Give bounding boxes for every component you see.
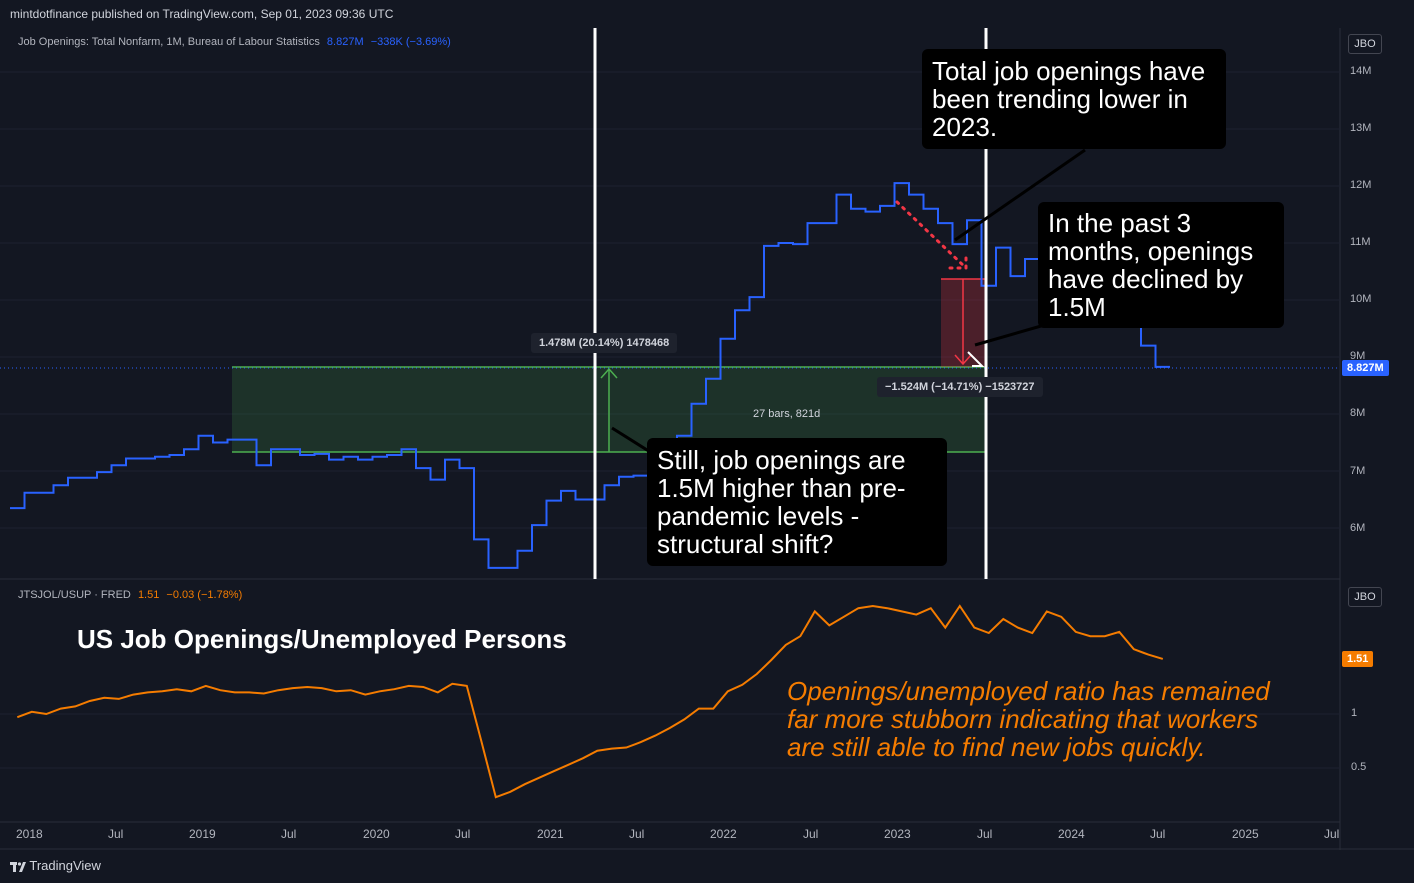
published-text: mintdotfinance published on TradingView.… [10,7,394,21]
x-tick-label: 2019 [189,827,216,841]
y-tick-label: 0.5 [1351,761,1367,773]
top-pane-legend: Job Openings: Total Nonfarm, 1M, Bureau … [18,36,451,48]
y-tick-label: 13M [1350,122,1372,134]
callout-trend: Total job openings have been trending lo… [922,49,1226,149]
top-legend-change: −338K (−3.69%) [370,36,451,48]
ratio-annotation: Openings/unemployed ratio has remained f… [787,676,1270,762]
measure-range-label: 27 bars, 821d [753,408,821,420]
callout-structural: Still, job openings are 1.5M higher than… [647,438,947,566]
x-tick-label: 2021 [537,827,564,841]
x-tick-label: 2020 [363,827,390,841]
callout-decline: In the past 3 months, openings have decl… [1038,202,1284,328]
x-tick-label: 2022 [710,827,737,841]
footer-bar [0,850,1414,883]
y-tick-label: 14M [1350,65,1372,77]
header-bar: mintdotfinance published on TradingView.… [0,0,1414,28]
y-tick-label: 7M [1350,465,1366,477]
dotted-arrow-head [948,250,968,270]
x-tick-label: 2023 [884,827,911,841]
x-tick-label: 2024 [1058,827,1085,841]
bottom-last-value-tag: 1.51 [1342,651,1374,667]
top-legend-name: Job Openings: Total Nonfarm, 1M, Bureau … [18,36,320,48]
bottom-pane-legend: JTSJOL/USUP · FRED 1.51 −0.03 (−1.78%) [18,589,242,601]
top-scale-button[interactable]: JBO [1348,34,1382,54]
ratio-line [16,604,1164,799]
cursor-arrow [967,351,985,367]
x-tick-label: Jul [108,827,124,841]
x-tick-label: 2025 [1232,827,1259,841]
red-arrow-head [954,354,972,366]
dotted-trend-arrow [895,200,968,270]
y-tick-label: 12M [1350,179,1372,191]
y-tick-label: 10M [1350,293,1372,305]
tv-logo-icon [10,861,26,872]
top-last-value-tag: 8.827M [1342,360,1389,376]
job-openings-line [10,182,1170,569]
measure-down-label: −1.524M (−14.71%) −1523727 [877,377,1043,397]
y-tick-label: 1 [1351,707,1358,719]
green-arrow-head [600,367,618,379]
bottom-scale-button[interactable]: JBO [1348,587,1382,607]
x-tick-label: Jul [1324,827,1340,841]
x-tick-label: Jul [1150,827,1166,841]
y-tick-label: 9M [1350,350,1366,362]
x-tick-label: Jul [629,827,645,841]
x-tick-label: Jul [803,827,819,841]
y-tick-label: 11M [1350,236,1371,248]
x-tick-label: 2018 [16,827,43,841]
y-tick-label: 8M [1350,407,1366,419]
bottom-legend-value: 1.51 [137,589,160,601]
measure-up-label: 1.478M (20.14%) 1478468 [531,333,678,353]
bottom-pane-title: US Job Openings/Unemployed Persons [77,624,567,654]
x-tick-label: Jul [281,827,297,841]
top-legend-value: 8.827M [326,36,364,48]
bottom-legend-change: −0.03 (−1.78%) [166,589,243,601]
x-tick-label: Jul [455,827,471,841]
callout-trend-pointer [954,148,1086,242]
x-tick-label: Jul [977,827,993,841]
tradingview-logo[interactable]: TradingView [10,858,101,873]
bottom-legend-name: JTSJOL/USUP · FRED [18,589,131,601]
y-tick-label: 6M [1350,522,1366,534]
brand-name: TradingView [29,858,101,873]
